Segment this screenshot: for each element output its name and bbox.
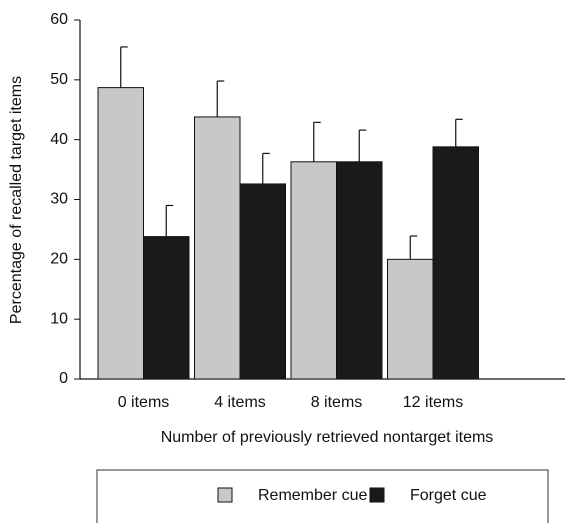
x-tick-label: 0 items <box>118 394 170 411</box>
y-tick-label: 10 <box>50 310 68 327</box>
legend-swatch <box>369 487 385 503</box>
y-tick-label: 0 <box>59 370 68 387</box>
y-tick-label: 30 <box>50 191 68 208</box>
legend-box <box>96 469 549 523</box>
bar <box>239 183 286 380</box>
x-tick-label: 12 items <box>403 394 463 411</box>
bar <box>194 116 241 380</box>
legend-label: Remember cue <box>258 487 367 504</box>
bar <box>97 87 144 380</box>
legend-label: Forget cue <box>410 487 487 504</box>
x-axis-label: Number of previously retrieved nontarget… <box>161 429 494 446</box>
bar <box>336 161 383 380</box>
bar <box>290 161 337 380</box>
x-tick-label: 4 items <box>214 394 266 411</box>
y-tick-label: 60 <box>50 11 68 28</box>
y-tick-label: 50 <box>50 71 68 88</box>
bar <box>143 236 190 380</box>
legend-swatch <box>217 487 233 503</box>
bar <box>387 258 434 380</box>
y-tick-label: 20 <box>50 251 68 268</box>
x-tick-label: 8 items <box>311 394 363 411</box>
y-tick-label: 40 <box>50 131 68 148</box>
y-axis-label: Percentage of recalled target items <box>8 76 25 324</box>
bar <box>432 146 479 380</box>
